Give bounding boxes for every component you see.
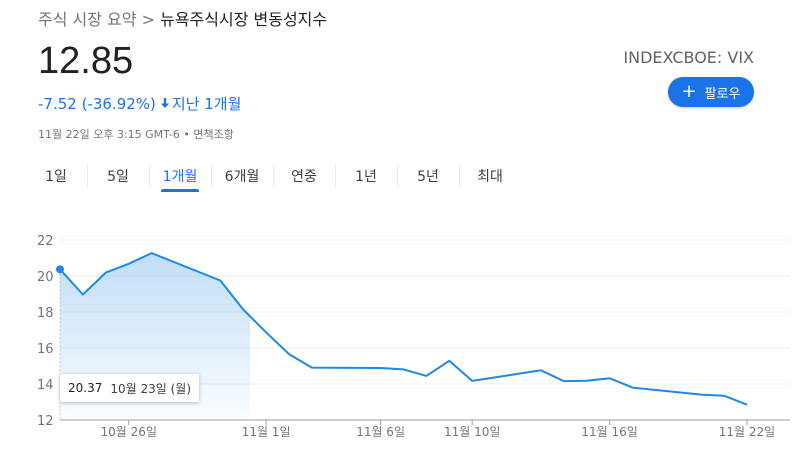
tab-1y[interactable]: 1년: [335, 160, 397, 194]
series-line: [59, 252, 748, 406]
x-tick-label: 11월 1일: [242, 425, 291, 439]
tab-1m[interactable]: 1개월: [149, 160, 211, 194]
tab-6m[interactable]: 6개월: [211, 160, 273, 194]
tooltip-date: 10월 23일 (월): [110, 381, 192, 396]
chart-tooltip: 20.37 10월 23일 (월): [60, 374, 200, 402]
x-tick-label: 11월 16일: [581, 425, 637, 439]
tab-max[interactable]: 최대: [459, 160, 521, 194]
price-change: -7.52 (-36.92%) 지난 1개월: [38, 93, 241, 114]
breadcrumb-parent-link[interactable]: 주식 시장 요약: [38, 10, 137, 29]
tab-ytd[interactable]: 연중: [273, 160, 335, 194]
follow-button-label: 팔로우: [704, 86, 741, 102]
x-tick-label: 11월 22일: [719, 425, 775, 439]
arrow-down-icon: [160, 95, 170, 113]
follow-button[interactable]: + 팔로우: [668, 77, 754, 107]
breadcrumb: 주식 시장 요약 > 뉴욕주식시장 변동성지수: [38, 6, 327, 30]
y-tick-label: 22: [37, 234, 54, 249]
time-range-tabs: 1일 5일 1개월 6개월 연중 1년 5년 최대: [25, 160, 521, 194]
y-tick-label: 12: [37, 414, 54, 429]
y-tick-label: 20: [37, 270, 54, 285]
x-tick-label: 10월 26일: [100, 425, 156, 439]
highlighted-point: [56, 265, 64, 274]
plus-icon: +: [681, 81, 697, 102]
quote-timestamp: 11월 22일 오후 3:15 GMT-6 • 면책조항: [38, 128, 234, 141]
tab-5y[interactable]: 5년: [397, 160, 459, 194]
tooltip-value: 20.37: [68, 381, 103, 395]
ticker-symbol: INDEXCBOE: VIX: [623, 48, 754, 67]
tab-1d[interactable]: 1일: [45, 169, 67, 185]
x-tick-label: 11월 6일: [356, 425, 405, 439]
x-tick-label: 11월 10일: [444, 425, 500, 439]
y-tick-label: 18: [37, 306, 54, 321]
price-change-value: -7.52 (-36.92%): [38, 95, 156, 113]
y-tick-label: 14: [37, 378, 54, 393]
y-tick-label: 16: [37, 342, 54, 357]
price-chart[interactable]: 12 14 16 18 20 22 10월 26일 11월 1일 11월 6일 11월 10일 11…: [0, 225, 806, 455]
change-period: 지난 1개월: [171, 95, 242, 113]
current-price: 12.85: [38, 40, 134, 82]
tab-5d[interactable]: 5일: [87, 160, 149, 194]
breadcrumb-current: 뉴욕주식시장 변동성지수: [160, 10, 328, 29]
breadcrumb-separator: >: [141, 10, 155, 29]
